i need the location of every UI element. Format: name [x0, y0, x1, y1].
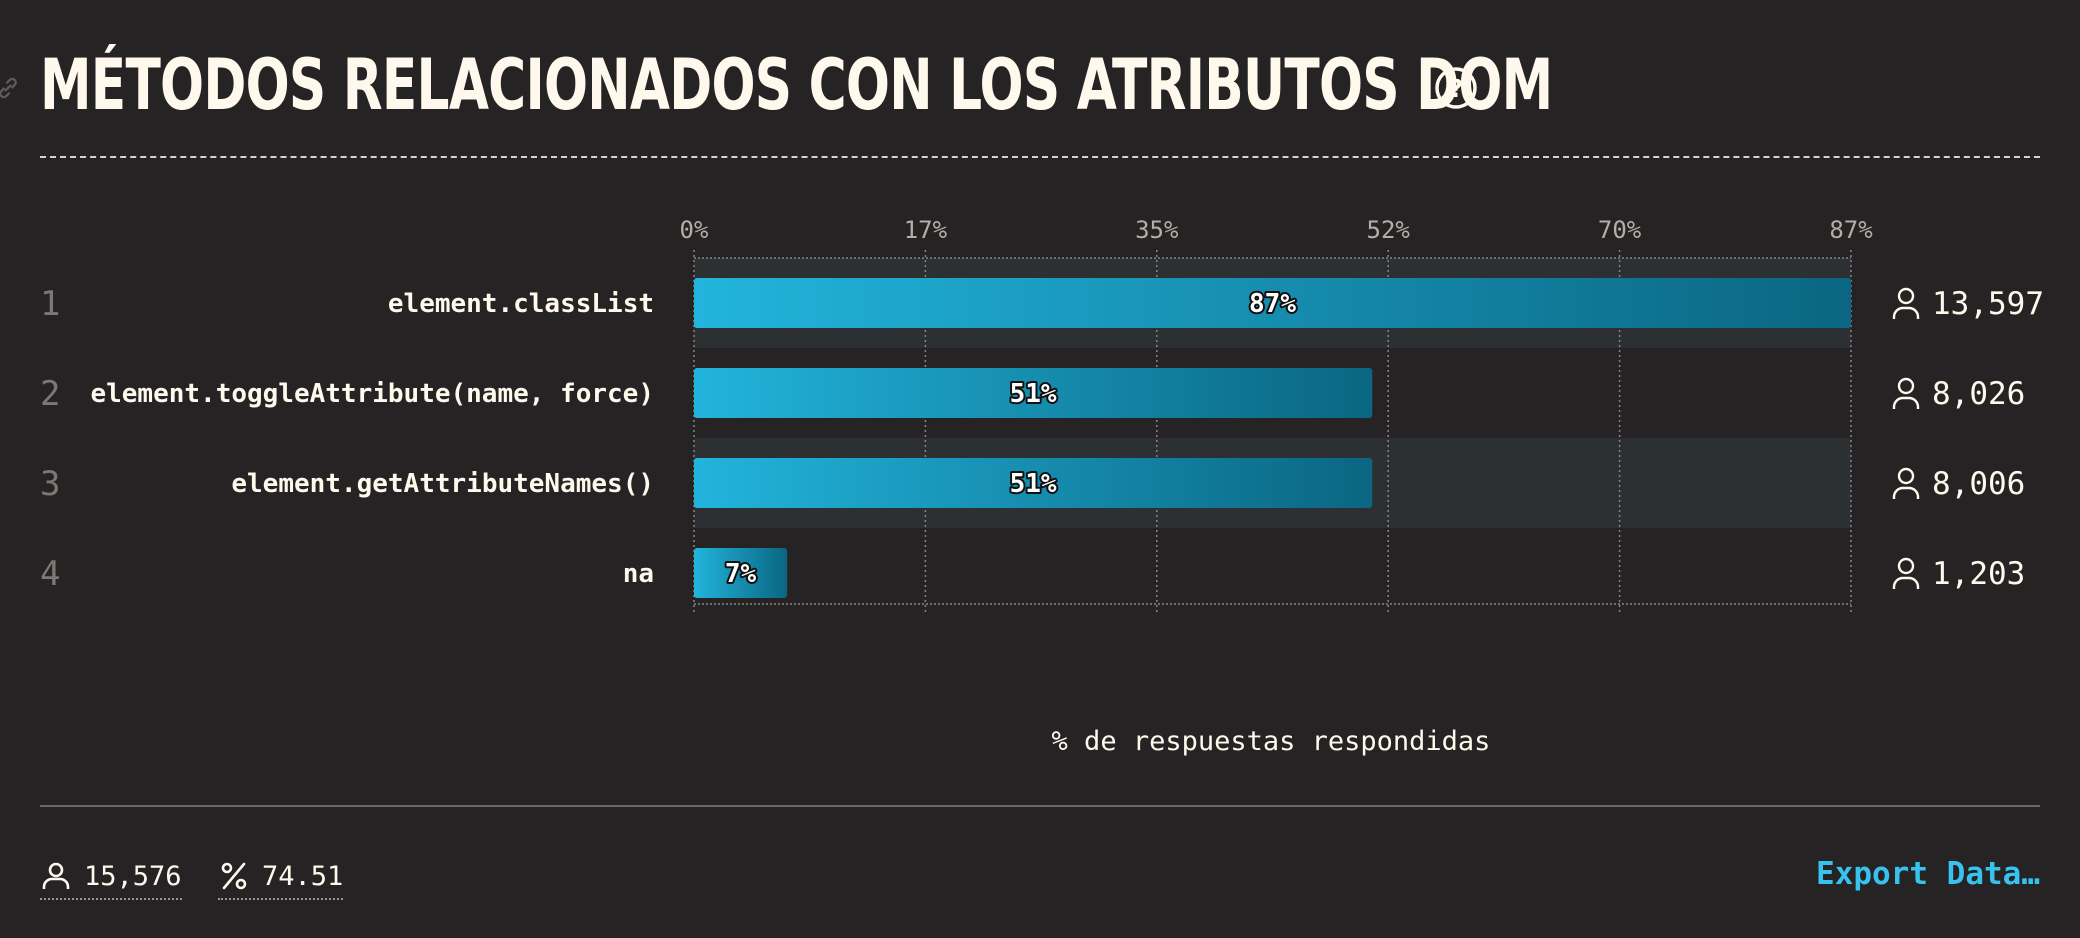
- respondents-count: 15,576: [84, 860, 182, 892]
- respondent-count: 8,006: [1932, 466, 2025, 502]
- user-icon: [1892, 576, 1920, 589]
- completion-stat[interactable]: 74.51: [218, 854, 344, 900]
- respondents-stat[interactable]: 15,576: [40, 854, 182, 900]
- row-rank: 4: [40, 554, 60, 594]
- x-axis-title: % de respuestas respondidas: [1051, 726, 1491, 757]
- respondent-count: 13,597: [1932, 286, 2044, 322]
- x-tick-label-top: 17%: [904, 216, 948, 244]
- bar: [694, 548, 788, 598]
- completion-percentage: 74.51: [262, 860, 344, 892]
- footer-divider: [40, 805, 2040, 807]
- bar-value-label: 87%: [1249, 289, 1296, 319]
- bar: [694, 278, 1851, 328]
- bar: [694, 458, 1373, 508]
- x-tick-label-top: 35%: [1135, 216, 1179, 244]
- bar-value-label: 51%: [1010, 469, 1057, 499]
- x-tick-label-top: 52%: [1367, 216, 1411, 244]
- x-tick-label-top: 70%: [1598, 216, 1642, 244]
- x-tick-label-top: 87%: [1829, 216, 1873, 244]
- category-label: element.classList: [388, 289, 654, 319]
- respondent-count: 8,026: [1932, 376, 2025, 412]
- page-title: MÉTODOS RELACIONADOS CON LOS ATRIBUTOS D…: [40, 44, 1553, 126]
- export-data-button[interactable]: Export Data…: [1816, 856, 2040, 892]
- bar: [694, 368, 1373, 418]
- bar-value-label: 7%: [725, 559, 757, 589]
- category-label: element.getAttributeNames(): [231, 469, 654, 499]
- bar-value-label: 51%: [1010, 379, 1057, 409]
- respondent-count: 1,203: [1932, 556, 2025, 592]
- row-rank: 2: [40, 374, 60, 414]
- svg-text:?: ?: [1449, 74, 1464, 103]
- category-label: element.toggleAttribute(name, force): [90, 379, 654, 409]
- link-icon[interactable]: [0, 74, 22, 102]
- user-icon: [1892, 396, 1920, 409]
- category-label: na: [623, 559, 654, 589]
- user-icon: [1892, 486, 1920, 499]
- row-rank: 3: [40, 464, 60, 504]
- x-tick-label-top: 0%: [680, 216, 709, 244]
- row-rank: 1: [40, 284, 60, 324]
- bar-chart: 0%0%17%17%35%35%52%52%70%70%87%87%1eleme…: [40, 216, 2044, 612]
- help-icon[interactable]: ?: [1434, 66, 1478, 110]
- user-icon: [42, 862, 70, 889]
- percent-icon: [221, 862, 247, 890]
- user-icon: [1897, 287, 1915, 305]
- user-icon: [1897, 557, 1915, 575]
- user-icon: [1892, 306, 1920, 319]
- user-icon: [1897, 467, 1915, 485]
- user-icon: [1897, 377, 1915, 395]
- title-divider: [40, 156, 2040, 158]
